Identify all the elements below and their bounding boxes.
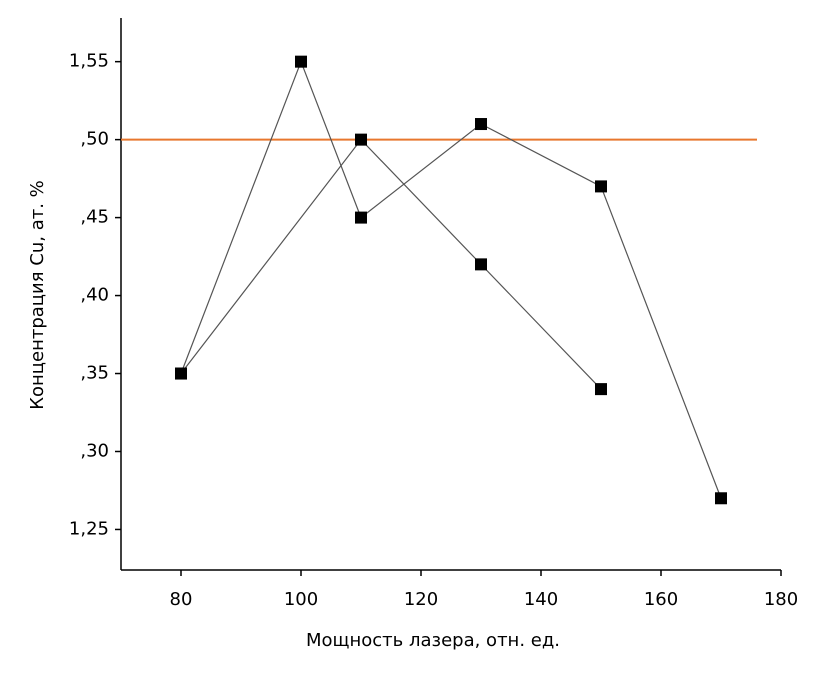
y-tick-label: ,45 — [80, 207, 109, 228]
marker — [475, 118, 487, 131]
x-axis-label: Мощность лазера, отн. ед. — [306, 630, 560, 651]
series-line — [180, 138, 602, 390]
marker — [595, 383, 607, 396]
y-tick-label: 1,25 — [69, 518, 109, 539]
y-tick-label: ,35 — [80, 363, 109, 384]
x-tick-label: 160 — [644, 589, 678, 610]
y-tick-label: 1,55 — [69, 51, 109, 72]
marker — [595, 180, 607, 193]
x-tick-label: 100 — [284, 589, 318, 610]
x-tick-label: 120 — [404, 589, 438, 610]
y-tick-label: ,30 — [80, 440, 109, 461]
marker — [355, 133, 367, 146]
x-tick-label: 140 — [524, 589, 558, 610]
y-tick-label: ,40 — [80, 285, 109, 306]
marker — [355, 211, 367, 224]
x-tick-label: 180 — [764, 589, 798, 610]
marker — [295, 55, 307, 68]
series-line — [180, 59, 722, 499]
marker — [475, 258, 487, 271]
y-axis-label: Концентрация Cu, ат. % — [27, 180, 48, 410]
marker — [715, 492, 727, 505]
y-tick-label: ,50 — [80, 129, 109, 150]
x-tick-label: 80 — [170, 589, 193, 610]
marker — [175, 367, 187, 380]
